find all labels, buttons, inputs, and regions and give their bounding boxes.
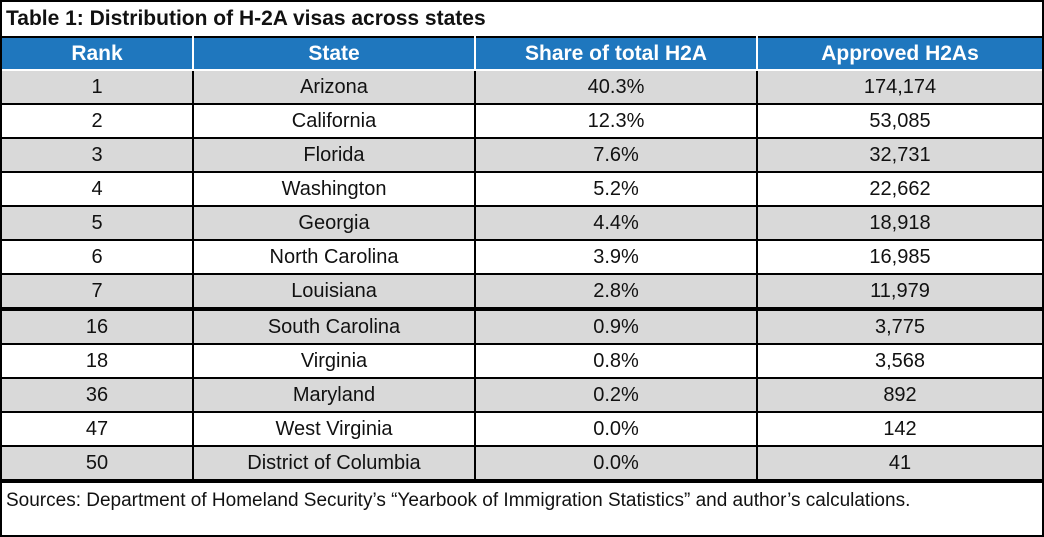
share-cell: 0.2%: [474, 377, 758, 413]
rank-cell: 6: [2, 239, 194, 275]
share-cell: 5.2%: [474, 171, 758, 207]
column-header-state: State: [192, 36, 476, 71]
rank-cell: 2: [2, 103, 194, 139]
state-cell: Maryland: [192, 377, 476, 413]
rank-cell: 5: [2, 205, 194, 241]
table-row: 2 California 12.3% 53,085: [2, 103, 1042, 139]
approved-cell: 41: [756, 445, 1042, 481]
share-cell: 40.3%: [474, 69, 758, 105]
table-row: 3 Florida 7.6% 32,731: [2, 137, 1042, 173]
approved-cell: 18,918: [756, 205, 1042, 241]
h2a-distribution-table: Rank State Share of total H2A Approved H…: [2, 36, 1042, 481]
rank-cell: 3: [2, 137, 194, 173]
approved-cell: 892: [756, 377, 1042, 413]
rank-cell: 4: [2, 171, 194, 207]
share-cell: 0.8%: [474, 343, 758, 379]
share-cell: 0.0%: [474, 411, 758, 447]
rank-cell: 16: [2, 307, 194, 345]
table-row: 16 South Carolina 0.9% 3,775: [2, 307, 1042, 345]
share-cell: 3.9%: [474, 239, 758, 275]
sources-note: Sources: Department of Homeland Security…: [2, 481, 1042, 514]
rank-cell: 18: [2, 343, 194, 379]
rank-cell: 50: [2, 445, 194, 481]
share-cell: 7.6%: [474, 137, 758, 173]
state-cell: Florida: [192, 137, 476, 173]
state-cell: Arizona: [192, 69, 476, 105]
approved-cell: 16,985: [756, 239, 1042, 275]
state-cell: North Carolina: [192, 239, 476, 275]
table-row: 1 Arizona 40.3% 174,174: [2, 69, 1042, 105]
state-cell: District of Columbia: [192, 445, 476, 481]
approved-cell: 3,775: [756, 307, 1042, 345]
state-cell: West Virginia: [192, 411, 476, 447]
share-cell: 12.3%: [474, 103, 758, 139]
table-row: 7 Louisiana 2.8% 11,979: [2, 273, 1042, 310]
rank-cell: 36: [2, 377, 194, 413]
state-cell: Washington: [192, 171, 476, 207]
share-cell: 2.8%: [474, 273, 758, 310]
share-cell: 0.0%: [474, 445, 758, 481]
approved-cell: 22,662: [756, 171, 1042, 207]
state-cell: South Carolina: [192, 307, 476, 345]
approved-cell: 3,568: [756, 343, 1042, 379]
column-header-approved: Approved H2As: [756, 36, 1042, 71]
approved-cell: 11,979: [756, 273, 1042, 310]
table-row: 5 Georgia 4.4% 18,918: [2, 205, 1042, 241]
rank-cell: 1: [2, 69, 194, 105]
column-header-share: Share of total H2A: [474, 36, 758, 71]
table-row: 36 Maryland 0.2% 892: [2, 377, 1042, 413]
table-header-row: Rank State Share of total H2A Approved H…: [2, 36, 1042, 71]
table-row: 4 Washington 5.2% 22,662: [2, 171, 1042, 207]
share-cell: 0.9%: [474, 307, 758, 345]
approved-cell: 32,731: [756, 137, 1042, 173]
table-title: Table 1: Distribution of H-2A visas acro…: [6, 7, 486, 30]
column-header-rank: Rank: [2, 36, 194, 71]
rank-cell: 47: [2, 411, 194, 447]
approved-cell: 53,085: [756, 103, 1042, 139]
table-row: 18 Virginia 0.8% 3,568: [2, 343, 1042, 379]
state-cell: Virginia: [192, 343, 476, 379]
table-row: 47 West Virginia 0.0% 142: [2, 411, 1042, 447]
approved-cell: 174,174: [756, 69, 1042, 105]
state-cell: Louisiana: [192, 273, 476, 310]
state-cell: Georgia: [192, 205, 476, 241]
state-cell: California: [192, 103, 476, 139]
rank-cell: 7: [2, 273, 194, 310]
table-row: 50 District of Columbia 0.0% 41: [2, 445, 1042, 481]
share-cell: 4.4%: [474, 205, 758, 241]
approved-cell: 142: [756, 411, 1042, 447]
table-row: 6 North Carolina 3.9% 16,985: [2, 239, 1042, 275]
